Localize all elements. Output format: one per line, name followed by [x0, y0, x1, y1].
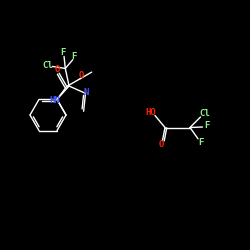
Text: O: O: [159, 140, 164, 149]
Text: Cl: Cl: [42, 62, 53, 70]
Text: Cl: Cl: [200, 110, 210, 118]
Text: O: O: [78, 71, 84, 80]
Text: O: O: [55, 66, 60, 74]
Text: F: F: [204, 122, 209, 130]
Text: F: F: [60, 48, 66, 57]
Text: F: F: [72, 52, 77, 61]
Text: F: F: [198, 138, 204, 147]
Text: HO: HO: [146, 108, 156, 117]
Text: HN: HN: [50, 96, 60, 106]
Text: N: N: [84, 88, 89, 97]
